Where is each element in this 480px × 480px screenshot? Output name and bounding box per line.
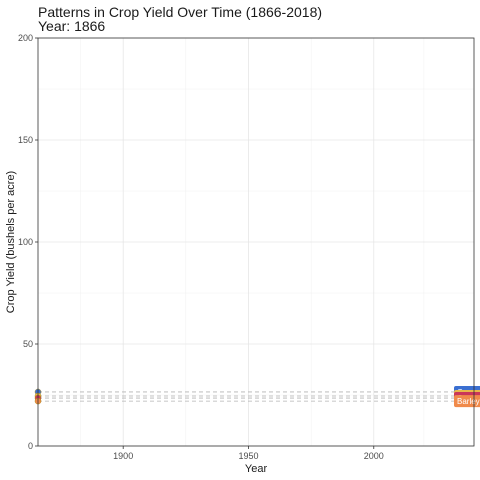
x-axis-label: Year xyxy=(245,463,268,475)
y-tick-label: 150 xyxy=(18,135,33,145)
y-tick-label: 50 xyxy=(23,339,33,349)
chart-subtitle: Year: 1866 xyxy=(38,18,105,34)
series-end-label: Barley xyxy=(454,395,480,408)
guide-lines xyxy=(38,391,454,402)
grid xyxy=(38,37,474,447)
y-tick-label: 100 xyxy=(18,237,33,247)
series-label-box xyxy=(454,395,480,408)
y-tick-label: 0 xyxy=(28,441,33,451)
x-tick-label: 1950 xyxy=(238,451,258,461)
chart-title: Patterns in Crop Yield Over Time (1866-2… xyxy=(38,4,322,20)
axis-ticks: 0 50 100 150 200 1900 1950 2000 xyxy=(18,33,384,461)
series-label-text: Barley xyxy=(457,397,480,406)
data-marks: CornWheatOatsBarley xyxy=(34,385,480,408)
x-tick-label: 2000 xyxy=(364,451,384,461)
x-tick-label: 1900 xyxy=(113,451,133,461)
y-tick-label: 200 xyxy=(18,33,33,43)
y-axis-label: Crop Yield (bushels per acre) xyxy=(5,171,17,313)
